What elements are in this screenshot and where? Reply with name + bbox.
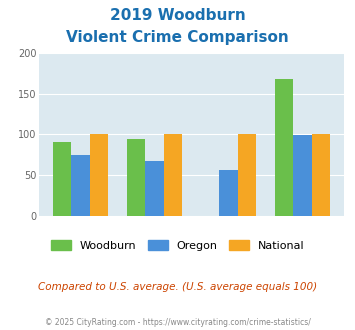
Text: Violent Crime Comparison: Violent Crime Comparison [66, 30, 289, 45]
Bar [219, 170, 238, 216]
Bar [294, 135, 312, 216]
Bar [238, 135, 256, 216]
Bar [275, 79, 294, 216]
Bar [312, 135, 331, 216]
Bar [146, 161, 164, 216]
Bar [164, 135, 182, 216]
Bar [71, 155, 90, 216]
Legend: Woodburn, Oregon, National: Woodburn, Oregon, National [47, 235, 308, 255]
Text: 2019 Woodburn: 2019 Woodburn [110, 8, 245, 23]
Bar [127, 139, 146, 216]
Text: © 2025 CityRating.com - https://www.cityrating.com/crime-statistics/: © 2025 CityRating.com - https://www.city… [45, 318, 310, 327]
Text: Compared to U.S. average. (U.S. average equals 100): Compared to U.S. average. (U.S. average … [38, 282, 317, 292]
Bar [53, 142, 71, 216]
Bar [90, 135, 108, 216]
